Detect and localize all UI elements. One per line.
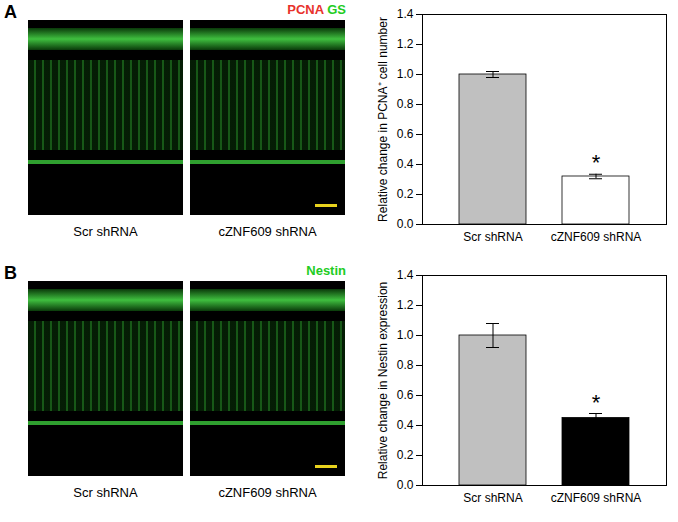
- html-text:B: B: [4, 263, 17, 283]
- svg-text:cZNF609 shRNA: cZNF609 shRNA: [551, 491, 642, 505]
- html-text:PCNA GS: PCNA GS: [287, 2, 346, 17]
- html-text:Nestin: Nestin: [306, 263, 346, 278]
- svg-text:*: *: [592, 390, 601, 415]
- html-text:cZNF609 shRNA: cZNF609 shRNA: [218, 485, 317, 500]
- svg-text:1.2: 1.2: [397, 298, 414, 312]
- html-text:A: A: [4, 2, 17, 22]
- svg-text:0.8: 0.8: [397, 358, 414, 372]
- svg-text:0.6: 0.6: [397, 127, 414, 141]
- svg-text:1.0: 1.0: [397, 328, 414, 342]
- svg-text:cZNF609 shRNA: cZNF609 shRNA: [551, 230, 642, 244]
- svg-text:1.4: 1.4: [397, 268, 414, 282]
- svg-text:0.2: 0.2: [397, 187, 414, 201]
- svg-text:0.2: 0.2: [397, 448, 414, 462]
- svg-text:1.2: 1.2: [397, 37, 414, 51]
- svg-text:0.6: 0.6: [397, 388, 414, 402]
- svg-text:0.0: 0.0: [397, 478, 414, 492]
- svg-text:*: *: [592, 150, 601, 175]
- svg-text:1.4: 1.4: [397, 7, 414, 21]
- html-text:Scr shRNA: Scr shRNA: [73, 224, 138, 239]
- svg-text:1.0: 1.0: [397, 67, 414, 81]
- html-text:cZNF609 shRNA: cZNF609 shRNA: [218, 224, 317, 239]
- svg-text:0.4: 0.4: [397, 418, 414, 432]
- svg-text:0.4: 0.4: [397, 157, 414, 171]
- html-text:Scr shRNA: Scr shRNA: [73, 485, 138, 500]
- svg-text:0.0: 0.0: [397, 217, 414, 231]
- svg-text:0.8: 0.8: [397, 97, 414, 111]
- svg-text:Scr shRNA: Scr shRNA: [463, 491, 522, 505]
- svg-text:Relative change in PCNA⁺ cell: Relative change in PCNA⁺ cell number: [376, 17, 390, 222]
- svg-text:Scr shRNA: Scr shRNA: [463, 230, 522, 244]
- svg-text:Relative change in Nestin expr: Relative change in Nestin expression: [376, 282, 390, 479]
